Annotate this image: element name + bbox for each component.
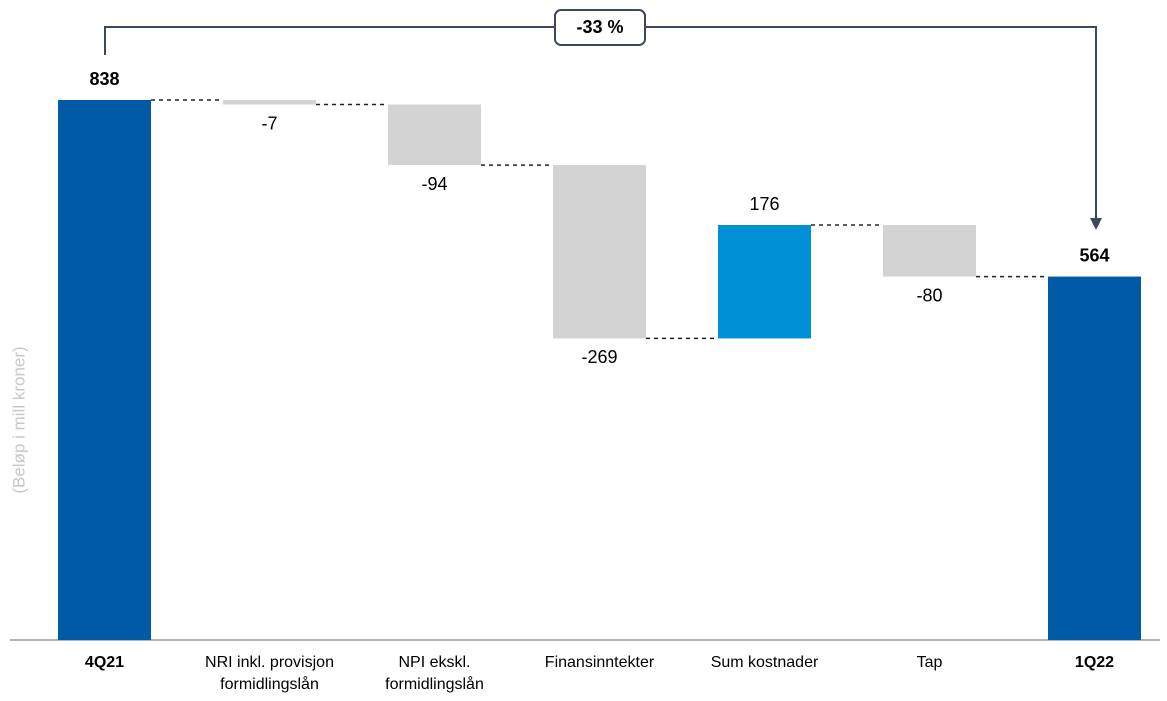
bar xyxy=(223,100,316,105)
data-label: -269 xyxy=(581,347,617,367)
data-label: -80 xyxy=(916,285,942,305)
bar xyxy=(718,225,811,339)
data-label: 564 xyxy=(1079,245,1109,265)
bar xyxy=(553,165,646,339)
x-tick-label: 1Q22 xyxy=(1074,654,1115,671)
x-tick-label: Tap xyxy=(916,654,943,671)
x-tick-label: Sum kostnader xyxy=(710,654,819,671)
data-label: 176 xyxy=(749,194,779,214)
bar xyxy=(883,225,976,277)
bar xyxy=(388,104,481,166)
annotation-box xyxy=(554,9,646,46)
annotation: -33 % xyxy=(576,17,623,37)
data-label: 838 xyxy=(89,69,119,89)
bar xyxy=(1048,276,1141,640)
x-tick-label: NPI ekskl. formidlingslån xyxy=(385,654,484,693)
arrowhead xyxy=(1090,218,1102,230)
bar xyxy=(58,100,151,640)
y-axis-label: (Beløp i mill kroner) xyxy=(9,346,28,493)
data-label: -94 xyxy=(421,174,447,194)
x-tick-label: 4Q21 xyxy=(84,654,125,671)
x-tick-label: NRI inkl. provisjon formidlingslån xyxy=(205,654,334,693)
data-label: -7 xyxy=(261,113,277,133)
x-tick-label: Finansinntekter xyxy=(544,654,655,671)
